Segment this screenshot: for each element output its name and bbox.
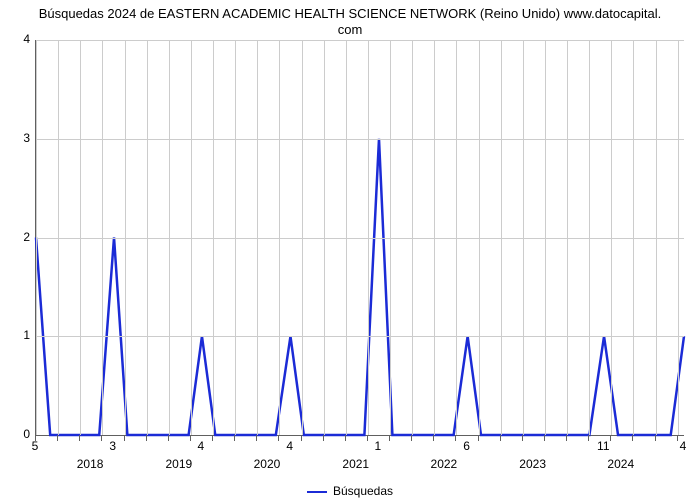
gridline-v [257,40,258,435]
gridline-v [456,40,457,435]
x-minor-tick [500,435,501,441]
x-year-label: 2023 [508,457,558,471]
gridline-v [656,40,657,435]
x-minor-tick [323,435,324,441]
gridline-v [125,40,126,435]
gridline-v [147,40,148,435]
series-polyline [36,139,684,435]
x-minor-tick [57,435,58,441]
gridline-v [589,40,590,435]
gridline-h [36,336,684,337]
x-minor-tick [411,435,412,441]
gridline-v [678,40,679,435]
gridline-v [501,40,502,435]
x-minor-tick [655,435,656,441]
gridline-v [368,40,369,435]
x-year-label: 2021 [331,457,381,471]
gridline-v [611,40,612,435]
gridline-v [434,40,435,435]
gridline-v [412,40,413,435]
x-value-label: 4 [186,439,216,453]
x-year-label: 2019 [154,457,204,471]
gridline-v [102,40,103,435]
x-minor-tick [544,435,545,441]
y-tick-label: 4 [0,32,30,46]
x-value-label: 6 [452,439,482,453]
gridline-v [279,40,280,435]
x-minor-tick [632,435,633,441]
x-year-label: 2020 [242,457,292,471]
gridline-v [390,40,391,435]
x-minor-tick [234,435,235,441]
gridline-v [346,40,347,435]
x-value-label: 1 [363,439,393,453]
y-tick-label: 2 [0,230,30,244]
gridline-v [567,40,568,435]
x-minor-tick [522,435,523,441]
gridline-v [545,40,546,435]
x-year-label: 2018 [65,457,115,471]
x-minor-tick [79,435,80,441]
x-minor-tick [345,435,346,441]
x-minor-tick [168,435,169,441]
gridline-v [169,40,170,435]
title-line1: Búsquedas 2024 de EASTERN ACADEMIC HEALT… [39,6,662,21]
x-value-label: 5 [20,439,50,453]
x-value-label: 4 [275,439,305,453]
gridline-v [324,40,325,435]
gridline-v [58,40,59,435]
gridline-v [213,40,214,435]
x-minor-tick [256,435,257,441]
gridline-v [523,40,524,435]
x-minor-tick [433,435,434,441]
gridline-v [36,40,37,435]
x-year-label: 2024 [596,457,646,471]
gridline-v [633,40,634,435]
chart-title: Búsquedas 2024 de EASTERN ACADEMIC HEALT… [0,6,700,37]
gridline-h [36,40,684,41]
plot-area [35,40,684,436]
y-tick-label: 1 [0,328,30,342]
gridline-v [302,40,303,435]
gridline-v [80,40,81,435]
title-line2: com [338,22,363,37]
x-value-label: 4 [668,439,698,453]
x-minor-tick [146,435,147,441]
x-minor-tick [566,435,567,441]
gridline-v [191,40,192,435]
legend-label: Búsquedas [333,484,393,498]
x-value-label: 3 [98,439,128,453]
x-year-label: 2022 [419,457,469,471]
gridline-v [235,40,236,435]
legend-swatch [307,491,327,493]
gridline-h [36,139,684,140]
legend: Búsquedas [0,484,700,498]
x-value-label: 11 [588,439,618,453]
gridline-h [36,238,684,239]
y-tick-label: 3 [0,131,30,145]
gridline-v [479,40,480,435]
